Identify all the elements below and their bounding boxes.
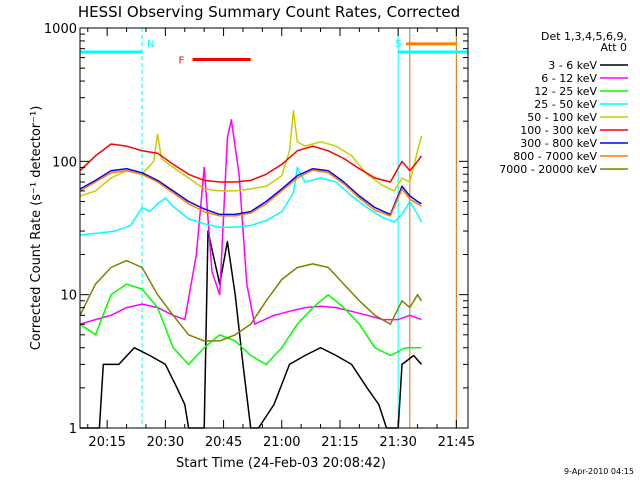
series-line-50-100-kev (79, 109, 423, 197)
legend-label-12-25-kev: 12 - 25 keV (534, 85, 597, 98)
x-tick-label: 21:15 (321, 435, 358, 450)
series-line-25-50-kev (79, 166, 423, 236)
legend-header-line-2: Att 0 (601, 41, 627, 54)
x-tick-label: 21:30 (379, 435, 416, 450)
plot-area: N S F (79, 28, 468, 429)
y-tick-label: 10 (60, 289, 77, 304)
series-line-100-300-kev (79, 143, 423, 183)
series-line-800-7000-kev (79, 169, 422, 217)
x-tick-label: 20:45 (205, 435, 242, 450)
y-tick-label: 100 (52, 155, 77, 170)
y-tick-label: 1000 (44, 22, 77, 37)
series-line-6-12-kev (79, 119, 422, 325)
legend-label-3-6-kev: 3 - 6 keV (548, 59, 597, 72)
series-line-12-25-kev (79, 283, 422, 366)
chart-title: HESSI Observing Summary Count Rates, Cor… (78, 3, 460, 21)
plot-frame (79, 27, 469, 429)
marker-label-n: N (147, 39, 154, 50)
footer-timestamp: 9-Apr-2010 04:15 (564, 467, 634, 476)
marker-label-s: S (395, 39, 401, 50)
legend-header-line-1: Det 1,3,4,5,6,9, (541, 30, 627, 43)
x-tick-label: 20:15 (88, 435, 125, 450)
x-axis: 20:15 20:30 20:45 21:00 21:15 21:30 21:45 (87, 28, 475, 450)
series-line-3-6-kev (80, 230, 422, 429)
legend-label-25-50-kev: 25 - 50 keV (534, 98, 597, 111)
y-tick-label: 1 (69, 422, 77, 437)
flag-label-f: F (179, 56, 185, 67)
legend-label-6-12-kev: 6 - 12 keV (541, 72, 597, 85)
legend-label-800-7000-kev: 800 - 7000 keV (513, 150, 597, 163)
legend-label-100-300-kev: 100 - 300 keV (520, 124, 597, 137)
legend-label-7000-20000-kev: 7000 - 20000 keV (499, 163, 597, 176)
x-tick-label: 21:00 (263, 435, 300, 450)
y-axis: 1 10 100 1000 (44, 22, 468, 437)
legend-label-300-800-kev: 300 - 800 keV (520, 137, 597, 150)
legend-label-50-100-kev: 50 - 100 keV (527, 111, 597, 124)
y-axis-label: Corrected Count Rate (s⁻¹ detector⁻¹) (29, 106, 44, 351)
x-axis-label: Start Time (24-Feb-03 20:08:42) (176, 456, 386, 471)
series-line-7000-20000-kev (79, 259, 423, 342)
x-tick-label: 21:45 (438, 435, 475, 450)
x-tick-label: 20:30 (147, 435, 184, 450)
